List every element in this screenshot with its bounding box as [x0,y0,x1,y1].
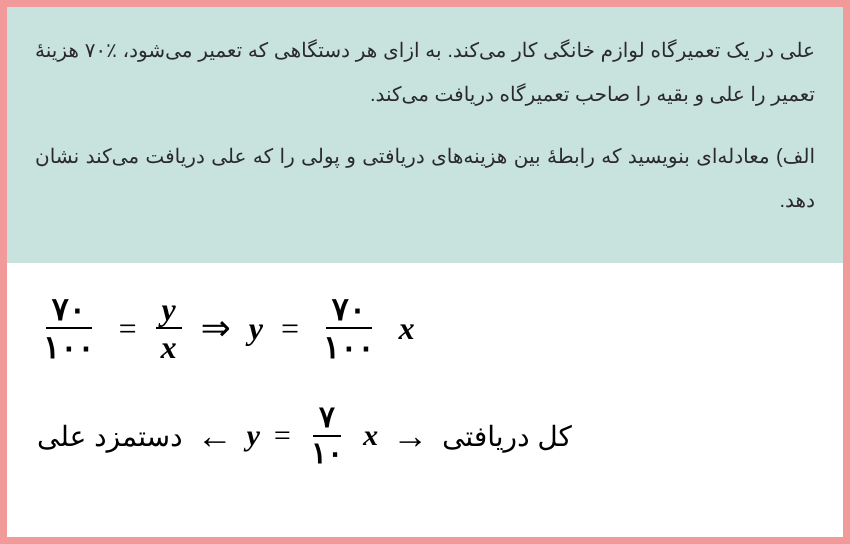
arrow-left: ← [197,415,233,457]
denominator-x: x [155,329,183,363]
fraction-70-100-left: ۷۰ ۱۰۰ [37,293,101,363]
main-container: علی در یک تعمیرگاه لوازم خانگی کار می‌کن… [0,0,850,544]
numerator: ۷۰ [46,293,92,329]
problem-text-2: الف) معادله‌ای بنویسید که رابطهٔ بین هزی… [35,135,815,223]
label-wage: دستمزد علی [37,420,183,453]
var-x: x [399,310,415,347]
var-y-2: y [247,419,260,453]
denominator-2: ۱۰۰ [317,329,381,363]
numerator-7: ۷ [313,403,341,437]
problem-box: علی در یک تعمیرگاه لوازم خانگی کار می‌کن… [7,7,843,263]
var-x-2: x [363,419,378,453]
equation-line-2: دستمزد علی ← y = ۷ ۱۰ x → کل دریافتی [37,403,813,469]
label-total: کل دریافتی [442,420,572,453]
fraction-70-100-right: ۷۰ ۱۰۰ [317,293,381,363]
numerator-y: y [156,293,182,329]
fraction-7-10: ۷ ۱۰ [305,403,349,469]
solution-area: ۷۰ ۱۰۰ = y x ⇒ y = ۷۰ ۱۰۰ x دستمزد علی ←… [7,263,843,489]
equation-line-1: ۷۰ ۱۰۰ = y x ⇒ y = ۷۰ ۱۰۰ x [37,293,813,363]
equals-sign: = [119,310,137,347]
arrow-right: → [392,415,428,457]
var-y: y [249,310,263,347]
implies-arrow: ⇒ [201,307,231,349]
fraction-y-x: y x [155,293,183,363]
numerator-2: ۷۰ [326,293,372,329]
denominator-10: ۱۰ [305,437,349,469]
equals-sign-3: = [274,419,291,453]
denominator: ۱۰۰ [37,329,101,363]
problem-text-1: علی در یک تعمیرگاه لوازم خانگی کار می‌کن… [35,29,815,117]
equals-sign-2: = [281,310,299,347]
